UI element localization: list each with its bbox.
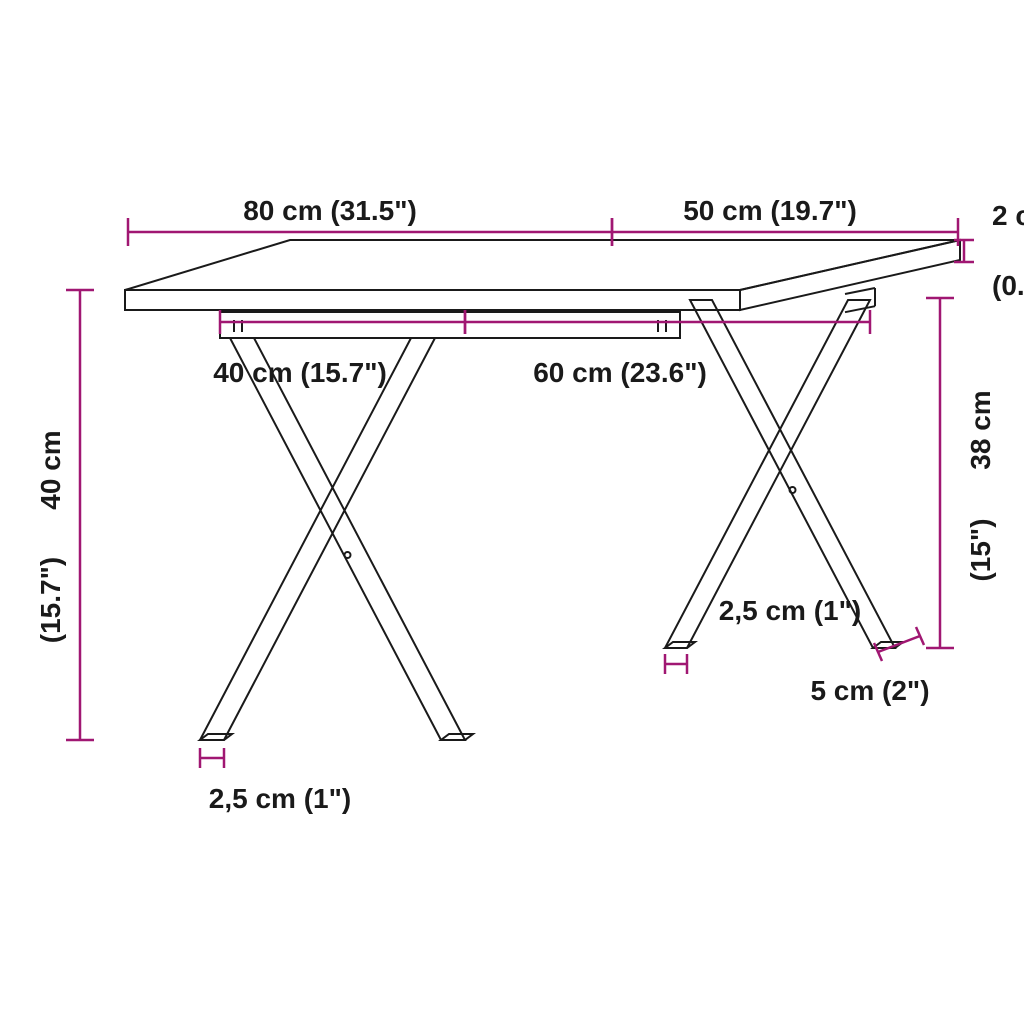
table-dimension-diagram: 80 cm (31.5") 50 cm (19.7") 2 cm (0.8") 40 c… bbox=[0, 0, 1024, 1024]
svg-text:38 cm: 38 cm bbox=[965, 390, 996, 469]
svg-text:60 cm (23.6"): 60 cm (23.6") bbox=[533, 357, 707, 388]
svg-text:5 cm (2"): 5 cm (2") bbox=[810, 675, 929, 706]
svg-text:40 cm: 40 cm bbox=[35, 430, 66, 509]
svg-text:2,5 cm (1"): 2,5 cm (1") bbox=[719, 595, 861, 626]
svg-text:2,5 cm (1"): 2,5 cm (1") bbox=[209, 783, 351, 814]
svg-text:40 cm (15.7"): 40 cm (15.7") bbox=[213, 357, 387, 388]
svg-text:(15.7"): (15.7") bbox=[35, 557, 66, 643]
svg-text:2 cm: 2 cm bbox=[992, 200, 1024, 231]
svg-text:50 cm (19.7"): 50 cm (19.7") bbox=[683, 195, 857, 226]
svg-text:(15"): (15") bbox=[965, 518, 996, 581]
svg-text:(0.8"): (0.8") bbox=[992, 270, 1024, 301]
svg-text:80 cm (31.5"): 80 cm (31.5") bbox=[243, 195, 417, 226]
